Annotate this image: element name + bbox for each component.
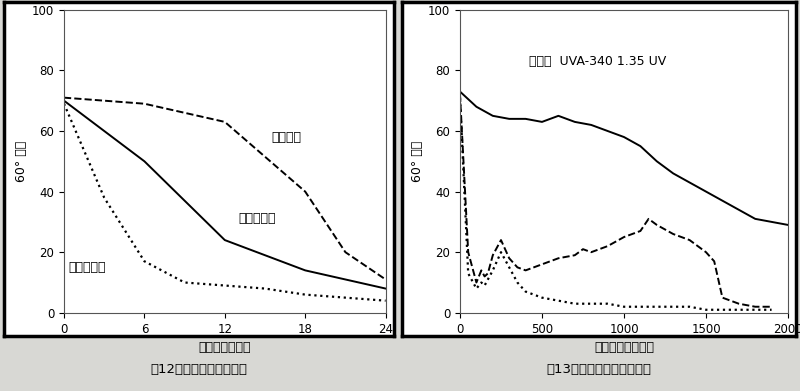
Text: 图13－聚氨酯、实验室老化: 图13－聚氨酯、实验室老化 bbox=[546, 363, 652, 376]
Text: 佛罗里达州: 佛罗里达州 bbox=[68, 261, 106, 274]
Y-axis label: 60° 光泽: 60° 光泽 bbox=[15, 141, 28, 182]
Text: 图12－聚氨酯、户外老化: 图12－聚氨酯、户外老化 bbox=[150, 363, 247, 376]
X-axis label: 曙晒时间（小时）: 曙晒时间（小时） bbox=[594, 341, 654, 354]
X-axis label: 曙晒时间（月）: 曙晒时间（月） bbox=[198, 341, 251, 354]
Text: 亚利桑那州: 亚利桑那州 bbox=[238, 212, 276, 225]
Text: 俄亥俄州: 俄亥俄州 bbox=[272, 131, 302, 143]
Text: 只进行  UVA-340 1.35 UV: 只进行 UVA-340 1.35 UV bbox=[529, 55, 666, 68]
Y-axis label: 60° 光泽: 60° 光泽 bbox=[411, 141, 424, 182]
